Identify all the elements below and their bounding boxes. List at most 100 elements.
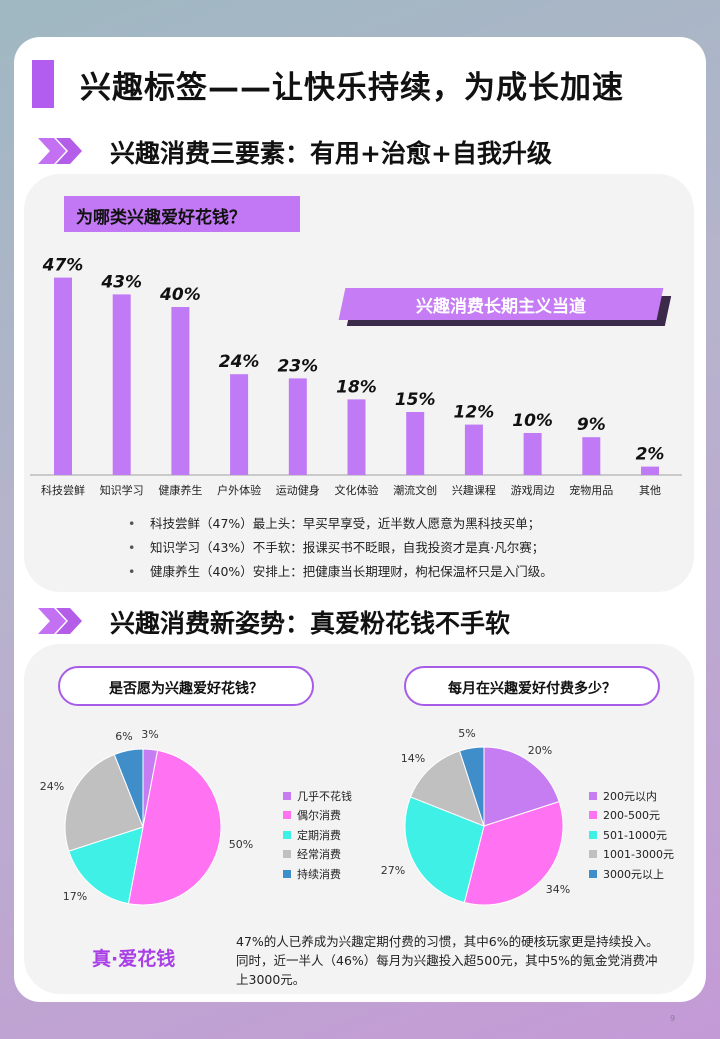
chart-question-tag: 为哪类兴趣爱好花钱？ — [64, 196, 300, 232]
pie-slice — [463, 800, 564, 906]
pie-slice — [113, 748, 144, 828]
bar — [171, 307, 190, 475]
pie-slice — [483, 746, 560, 827]
chevron-right-icon — [38, 138, 82, 164]
pie-value-label: 50% — [229, 838, 253, 851]
legend-swatch — [589, 850, 597, 859]
legend-label: 定期消费 — [297, 828, 341, 842]
pie-value-label: 6% — [115, 730, 132, 743]
legend-item: 偶尔消费 — [283, 806, 352, 826]
legend-label: 偶尔消费 — [297, 809, 341, 823]
legend-item: 定期消费 — [283, 825, 352, 845]
chevron-right-icon — [38, 608, 82, 634]
pie-question-right: 每月在兴趣爱好付费多少？ — [404, 666, 660, 706]
bar — [112, 294, 131, 475]
pie-value-label: 34% — [546, 883, 570, 896]
legend-swatch — [589, 869, 597, 878]
bullet-list: 科技尝鲜（47%）最上头：早买早享受，近半数人愿意为黑科技买单； 知识学习（43… — [128, 512, 553, 584]
x-tick-label: 宠物用品 — [569, 483, 613, 497]
pie-question-left: 是否愿为兴趣爱好花钱？ — [58, 666, 314, 706]
bar-chart: 47% 科技尝鲜 43% 知识学习 40% 健康养生 24% 户外体验 23% 运动健身 18% 文化… — [30, 256, 682, 497]
pie-value-label: 24% — [40, 780, 64, 793]
legend-item: 200-500元 — [589, 806, 674, 826]
legend-swatch — [283, 811, 291, 820]
bar-value-label: 2% — [636, 445, 665, 465]
legend-label: 持续消费 — [297, 867, 341, 881]
pie-legend-right: 200元以内 200-500元 501-1000元 1001-3000元 3000元以上 — [589, 786, 674, 884]
bar — [347, 399, 366, 475]
bar — [582, 437, 601, 475]
x-tick-label: 文化体验 — [335, 483, 379, 497]
pie-value-label: 5% — [458, 727, 475, 740]
pie-slice — [458, 746, 485, 827]
pie-value-label: 17% — [63, 890, 87, 903]
legend-item: 501-1000元 — [589, 825, 674, 845]
legend-swatch — [283, 850, 291, 859]
x-tick-label: 健康养生 — [158, 483, 202, 497]
section-title-1: 兴趣消费三要素：有用+治愈+自我升级 — [110, 139, 552, 168]
legend-item: 几乎不花钱 — [283, 786, 352, 806]
section-title-2: 兴趣消费新姿势：真爱粉花钱不手软 — [110, 609, 511, 638]
bar-value-label: 15% — [395, 390, 436, 410]
legend-label: 200元以内 — [603, 789, 657, 803]
bar-value-label: 10% — [512, 411, 553, 431]
bar-value-label: 43% — [100, 272, 142, 292]
bullet-item: 知识学习（43%）不手软：报课买书不眨眼，自我投资才是真·凡尔赛； — [128, 536, 553, 560]
bar-value-label: 40% — [159, 285, 201, 305]
legend-item: 1001-3000元 — [589, 845, 674, 865]
x-tick-label: 科技尝鲜 — [41, 483, 85, 497]
legend-swatch — [589, 830, 597, 839]
bar — [230, 374, 249, 475]
legend-label: 几乎不花钱 — [297, 789, 352, 803]
legend-label: 501-1000元 — [603, 828, 667, 842]
legend-item: 200元以内 — [589, 786, 674, 806]
bar-value-label: 12% — [454, 403, 495, 423]
bar — [641, 466, 659, 475]
pie-chart-monthly-spend: 20% 34% 27% 14% 5% — [381, 727, 570, 906]
page-number: 9 — [670, 1014, 676, 1023]
legend-item: 3000元以上 — [589, 864, 674, 884]
title-accent-bar — [32, 60, 54, 108]
x-tick-label: 其他 — [639, 484, 661, 497]
x-tick-label: 潮流文创 — [393, 483, 437, 497]
pie-chart-willingness: 3% 50% 17% 24% 6% — [40, 728, 253, 906]
pie-value-label: 14% — [401, 752, 425, 765]
highlight-text: 真·爱花钱 — [92, 948, 176, 970]
legend-label: 200-500元 — [603, 809, 660, 823]
pie-slice — [404, 796, 485, 904]
legend-swatch — [283, 869, 291, 878]
banner-text: 兴趣消费长期主义当道 — [416, 297, 586, 317]
x-tick-label: 户外体验 — [217, 483, 261, 497]
x-tick-label: 运动健身 — [276, 483, 320, 497]
x-tick-label: 兴趣课程 — [452, 483, 496, 497]
summary-text: 47%的人已养成为兴趣定期付费的习惯，其中6%的硬核玩家更是持续投入。同时，近一… — [236, 934, 659, 987]
bar — [406, 412, 425, 475]
bar-value-label: 9% — [577, 415, 606, 435]
bar-value-label: 24% — [219, 352, 260, 372]
pie-legend-left: 几乎不花钱偶尔消费定期消费经常消费持续消费 — [283, 786, 352, 884]
bullet-item: 科技尝鲜（47%）最上头：早买早享受，近半数人愿意为黑科技买单； — [128, 512, 553, 536]
legend-swatch — [283, 791, 291, 800]
bar — [54, 277, 72, 475]
x-tick-label: 知识学习 — [100, 483, 144, 497]
bar-value-label: 18% — [336, 377, 377, 397]
legend-item: 经常消费 — [283, 845, 352, 865]
page-title: 兴趣标签——让快乐持续，为成长加速 — [80, 70, 624, 106]
pie-slice — [68, 826, 144, 905]
legend-swatch — [589, 811, 597, 820]
x-tick-label: 游戏周边 — [511, 484, 555, 497]
pie-value-label: 27% — [381, 864, 405, 877]
legend-label: 经常消费 — [297, 848, 341, 862]
bar-value-label: 47% — [42, 256, 84, 276]
pie-value-label: 3% — [141, 728, 158, 741]
pie-slice — [127, 749, 222, 906]
bar-value-label: 23% — [277, 356, 318, 376]
pie-value-label: 20% — [528, 744, 552, 757]
bar — [523, 433, 542, 475]
legend-swatch — [589, 791, 597, 800]
legend-label: 1001-3000元 — [603, 848, 674, 862]
legend-item: 持续消费 — [283, 864, 352, 884]
legend-swatch — [283, 830, 291, 839]
bar — [464, 424, 483, 475]
legend-label: 3000元以上 — [603, 867, 664, 881]
